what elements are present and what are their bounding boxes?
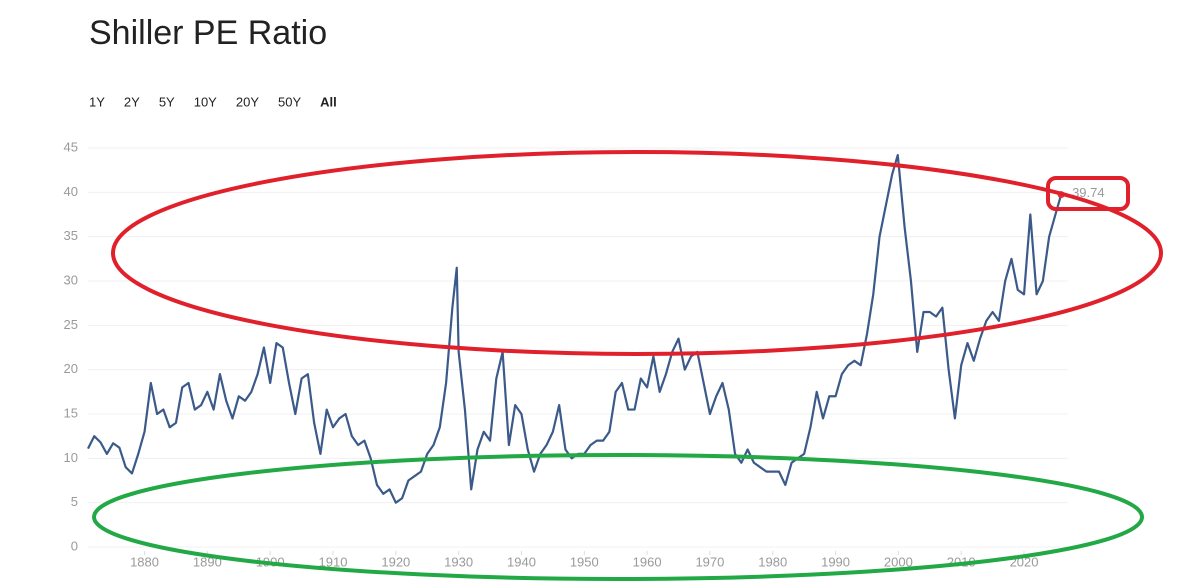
range-selector: 1Y 2Y 5Y 10Y 20Y 50Y All <box>89 94 337 109</box>
range-button[interactable]: 50Y <box>278 94 301 109</box>
x-tick-label: 1960 <box>633 554 662 569</box>
y-tick-label: 0 <box>71 538 78 553</box>
x-tick-label: 1980 <box>758 554 787 569</box>
x-tick-label: 1950 <box>570 554 599 569</box>
series-line <box>87 153 1063 504</box>
y-tick-label: 20 <box>64 361 78 376</box>
y-tick-label: 45 <box>64 139 78 154</box>
x-tick-label: 1930 <box>444 554 473 569</box>
plot: 39.74 <box>87 153 1105 504</box>
y-tick-label: 40 <box>64 184 78 199</box>
x-tick-label: 1880 <box>130 554 159 569</box>
chart-title: Shiller PE Ratio <box>89 14 327 52</box>
x-tick-label: 1970 <box>695 554 724 569</box>
range-button[interactable]: 2Y <box>124 94 140 109</box>
range-button[interactable]: 10Y <box>194 94 217 109</box>
y-tick-label: 35 <box>64 228 78 243</box>
range-button[interactable]: 5Y <box>159 94 175 109</box>
red-highlight <box>111 150 1163 356</box>
x-tick-label: 1990 <box>821 554 850 569</box>
label-highlight <box>1046 176 1130 211</box>
range-button[interactable]: All <box>320 94 337 109</box>
y-tick-label: 30 <box>64 272 78 287</box>
y-tick-label: 5 <box>71 494 78 509</box>
y-tick-label: 25 <box>64 317 78 332</box>
last-value-label: 39.74 <box>1072 185 1105 200</box>
green-highlight <box>92 453 1144 581</box>
x-tick-label: 2000 <box>884 554 913 569</box>
x-tick-label: 1940 <box>507 554 536 569</box>
x-tick-label: 1920 <box>381 554 410 569</box>
y-tick-label: 15 <box>64 405 78 420</box>
range-button[interactable]: 1Y <box>89 94 105 109</box>
y-tick-label: 10 <box>64 450 78 465</box>
x-tick-label: 1910 <box>319 554 348 569</box>
range-button[interactable]: 20Y <box>236 94 259 109</box>
